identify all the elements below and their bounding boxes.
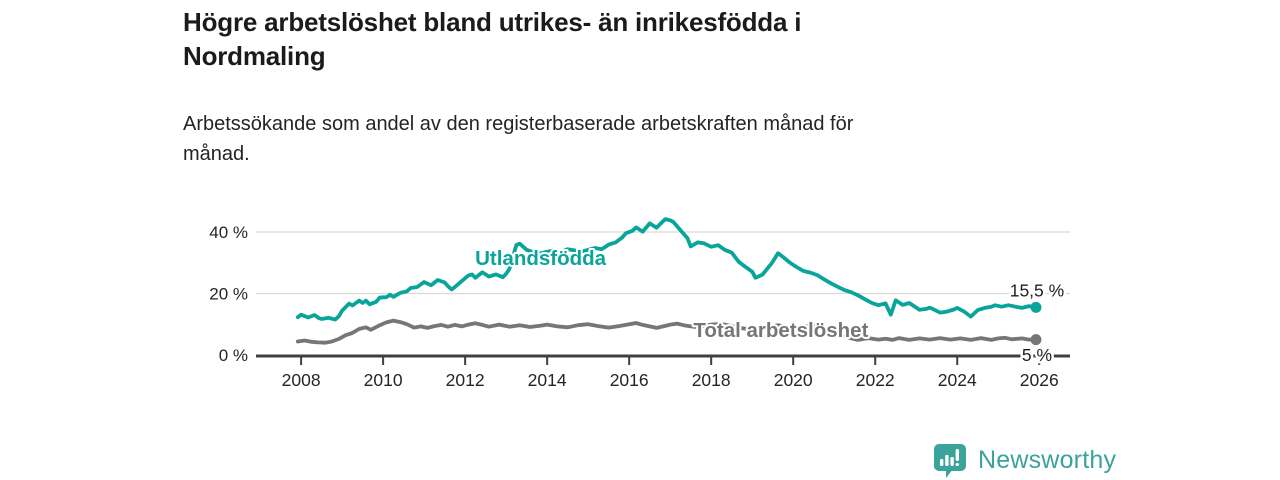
y-axis-label-20: 20 % [209,284,248,303]
x-axis-label-2016: 2016 [610,370,649,390]
x-axis-label-2012: 2012 [446,370,485,390]
x-axis-label-2010: 2010 [364,370,403,390]
series-line-1 [295,318,1038,345]
page-title-line2: Nordmaling [183,41,326,71]
newsworthy-logo-text: Newsworthy [978,446,1117,474]
newsworthy-logo: Newsworthy [932,441,1116,479]
page-title-line1: Högre arbetslöshet bland utrikes- än inr… [183,7,802,37]
end-value-label-0: 15,5 % [1010,280,1064,300]
page-title: Högre arbetslöshet bland utrikes- än inr… [183,5,1013,73]
x-axis-label-2018: 2018 [692,370,731,390]
series-label-0: Utlandsfödda [475,247,607,270]
page-subtitle-line1: Arbetssökande som andel av den registerb… [183,113,854,135]
x-axis-label-2020: 2020 [774,370,813,390]
page-subtitle: Arbetssökande som andel av den registerb… [183,109,1043,169]
x-axis-label-2008: 2008 [282,370,321,390]
x-axis-label-2024: 2024 [938,370,977,390]
x-axis-label-2014: 2014 [528,370,567,390]
y-axis-label-40: 40 % [209,223,248,242]
x-axis-label-2026: 2026 [1020,370,1059,390]
newsworthy-logo-icon [934,444,966,478]
series-end-dot-0 [1030,301,1042,313]
y-axis-label-0: 0 % [219,346,248,365]
series-end-dot-1 [1030,334,1042,346]
x-axis-label-2022: 2022 [856,370,895,390]
page-subtitle-line2: månad. [183,143,250,165]
series-label-1: Total arbetslöshet [693,319,868,342]
end-value-label-1: 5 % [1022,345,1052,365]
series-line-0 [295,217,1038,322]
